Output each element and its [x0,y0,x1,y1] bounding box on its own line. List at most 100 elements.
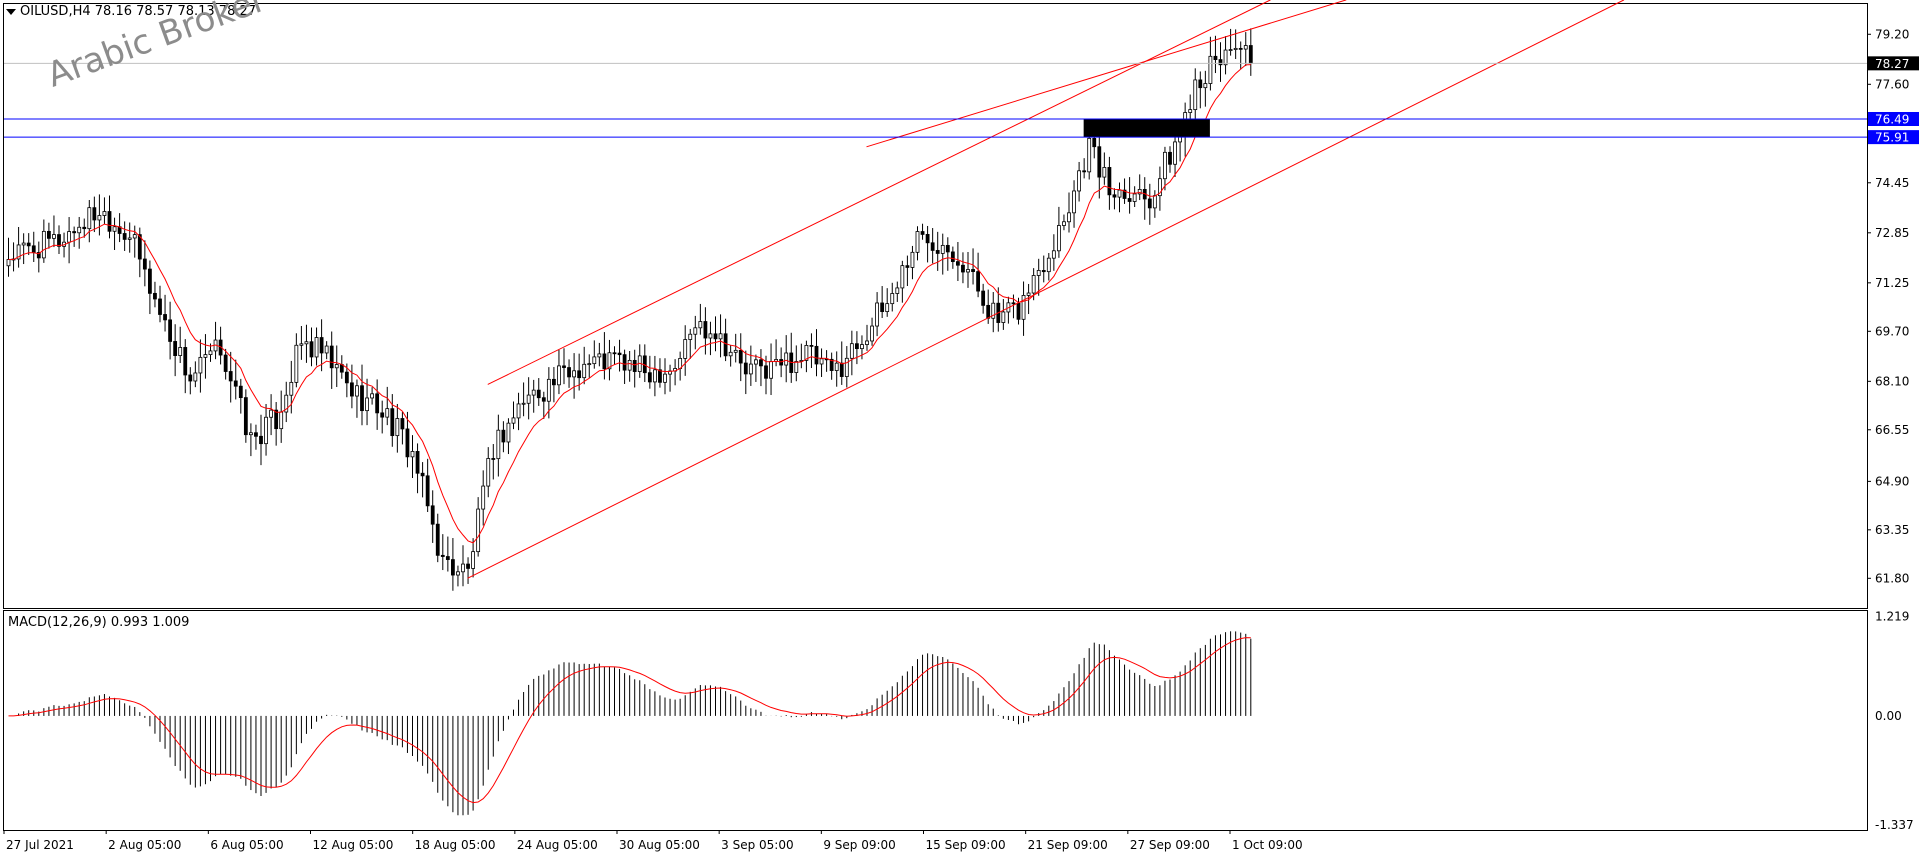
candle-body [344,371,349,384]
macd-label: MACD(12,26,9) [8,615,107,630]
candle-body [279,411,284,430]
candle-body [491,458,496,460]
candle-body [77,226,82,234]
candle-body [1087,137,1092,173]
candle-body [647,372,652,383]
candle-body [915,231,920,253]
candle-body [501,429,506,443]
price-tag-75-91 [1868,130,1919,145]
candle-body [693,327,698,335]
candle-body [445,556,450,560]
candle-body [895,287,900,294]
time-tick-label: 12 Aug 05:00 [313,838,394,852]
candle-body [769,361,773,379]
candle-body [531,389,536,396]
candle-body [355,385,359,397]
candle-body [738,349,743,364]
candle-body [1062,221,1066,226]
candle-body [1218,59,1223,66]
candle-body [905,265,910,268]
candle-body [309,341,314,358]
candle-body [703,321,708,339]
macd-tick-label: -1.337 [1875,818,1914,832]
candle-body [961,264,965,273]
candle-body [324,345,329,354]
candle-body [132,234,137,239]
candle-body [950,251,955,263]
candle-body [395,418,400,437]
candle-body [223,354,228,372]
candle-body [1051,250,1056,259]
time-tick-label: 3 Sep 05:00 [721,838,793,852]
time-tick-label: 15 Sep 09:00 [926,838,1006,852]
candle-body [450,559,455,576]
candle-body [420,472,425,477]
candle-body [607,352,612,370]
candle-body [1021,295,1026,320]
dropdown-triangle-icon[interactable] [6,9,16,15]
candle-body [804,344,809,361]
candle-body [168,319,173,342]
candle-body [713,333,718,340]
candle-body [875,302,879,327]
candle-body [1077,170,1081,192]
candle-body [743,362,748,375]
price-tick-label: 72.85 [1875,226,1909,240]
candle-body [809,344,814,347]
candle-body [375,393,380,414]
candle-body [910,251,915,268]
candle-body [294,344,299,383]
candle-body [536,389,541,399]
candle-body [587,363,592,366]
time-tick-label: 2 Aug 05:00 [108,838,181,852]
candle-body [233,380,238,387]
channel-inner-line[interactable] [866,0,1347,148]
candle-body [264,416,268,445]
candle-body [471,551,476,569]
candle-body [52,234,56,239]
price-tick-label: 68.10 [1875,374,1909,388]
candle-body [319,337,324,354]
candle-body [1173,141,1177,165]
candle-body [137,234,142,260]
candle-body [865,340,869,345]
candle-body [127,237,132,240]
channel-lower-line[interactable] [467,0,1625,579]
candle-body [203,354,208,358]
candle-body [158,298,162,315]
candle-body [370,393,375,399]
candle-body [47,230,51,239]
candle-body [612,352,617,355]
candle-body [1208,55,1213,84]
candle-body [400,418,405,430]
candle-body [1203,83,1208,89]
candle-body [698,321,703,329]
time-tick-label: 27 Sep 09:00 [1130,838,1210,852]
candle-body [1248,45,1253,64]
candle-body [193,372,198,382]
candle-body [284,394,289,413]
channel-upper-line[interactable] [487,0,1271,385]
time-tick-label: 18 Aug 05:00 [415,838,496,852]
candle-body [880,302,885,313]
candle-body [1223,49,1228,66]
resistance-zone[interactable] [1083,118,1210,138]
candle-body [925,234,930,244]
candle-body [617,352,622,356]
candle-body [183,347,188,376]
candle-body [147,268,152,294]
candle-body [935,250,940,254]
candle-body [834,362,839,371]
candle-body [329,345,334,369]
candle-body [723,333,728,357]
candle-body [1193,79,1198,111]
candle-body [440,554,445,557]
candle-body [153,292,157,300]
candle-body [36,252,41,259]
candle-body [849,343,854,359]
candle-body [663,373,667,383]
candle-body [839,362,844,377]
candle-body [708,333,713,339]
